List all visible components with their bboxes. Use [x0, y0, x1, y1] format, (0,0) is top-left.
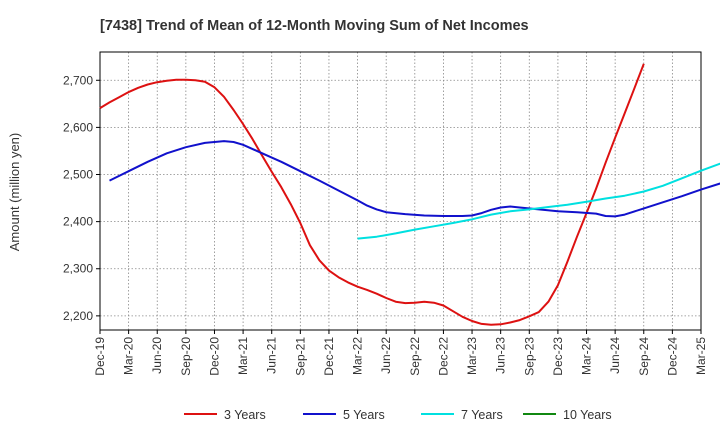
series-line-7-years [357, 162, 720, 240]
x-tick-label: Jun-21 [265, 337, 279, 374]
legend-label: 3 Years [224, 408, 266, 422]
legend-item: 7 Years [421, 408, 503, 422]
x-tick-label: Jun-24 [608, 337, 622, 374]
x-tick-label: Dec-24 [665, 337, 679, 376]
legend-item: 3 Years [184, 408, 266, 422]
y-tick-label: 2,400 [63, 215, 93, 229]
x-tick-label: Dec-20 [207, 337, 221, 376]
x-tick-label: Jun-23 [494, 337, 508, 374]
x-tick-label: Dec-19 [93, 337, 107, 376]
x-axis-ticks: Dec-19 Mar-20 Jun-20 Sep-20 Dec-20 Mar-21 Jun-… [93, 330, 708, 376]
x-tick-label: Jun-20 [150, 337, 164, 374]
y-axis-ticks: 2,200 2,300 2,400 2,500 2,600 2,700 [63, 73, 100, 323]
x-tick-label: Sep-22 [408, 337, 422, 376]
chart-title: [7438] Trend of Mean of 12-Month Moving … [100, 18, 529, 34]
x-tick-label: Sep-23 [522, 337, 536, 376]
x-tick-label: Mar-23 [465, 337, 479, 375]
x-tick-label: Sep-21 [293, 337, 307, 376]
legend-label: 10 Years [563, 408, 612, 422]
y-tick-label: 2,300 [63, 262, 93, 276]
x-tick-label: Dec-23 [551, 337, 565, 376]
x-tick-label: Sep-20 [179, 337, 193, 376]
x-tick-label: Dec-21 [322, 337, 336, 376]
x-tick-label: Mar-25 [694, 337, 708, 375]
x-tick-label: Dec-22 [436, 337, 450, 376]
y-tick-label: 2,600 [63, 120, 93, 134]
series-line-3-years [99, 63, 645, 326]
x-tick-label: Mar-21 [236, 337, 250, 375]
series-line-5-years [109, 140, 720, 218]
legend-label: 7 Years [461, 408, 503, 422]
legend: 3 Years 5 Years 7 Years 10 Years [184, 408, 612, 422]
x-tick-label: Jun-22 [379, 337, 393, 374]
x-tick-label: Mar-22 [351, 337, 365, 375]
legend-label: 5 Years [343, 408, 385, 422]
x-tick-label: Mar-24 [580, 337, 594, 375]
series-lines [99, 63, 720, 326]
y-axis-label: Amount (million yen) [7, 133, 22, 252]
x-tick-label: Mar-20 [122, 337, 136, 375]
y-tick-label: 2,200 [63, 309, 93, 323]
x-tick-label: Sep-24 [637, 337, 651, 376]
grid-lines [100, 52, 701, 330]
plot-area [99, 51, 702, 331]
y-tick-label: 2,500 [63, 168, 93, 182]
legend-item: 5 Years [303, 408, 385, 422]
y-tick-label: 2,700 [63, 73, 93, 87]
legend-item: 10 Years [523, 408, 612, 422]
